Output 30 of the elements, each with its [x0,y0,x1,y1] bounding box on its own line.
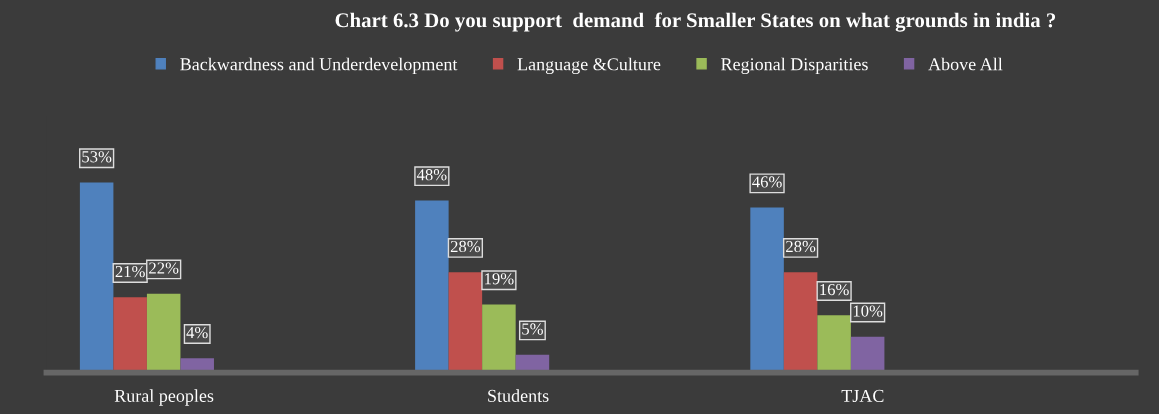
data-label: 48% [416,169,447,181]
x-tick-label: Rural peoples [114,389,214,406]
legend-label: Regional Disparities [721,57,868,75]
data-label: 46% [752,176,782,188]
bar [850,336,885,373]
data-label: 5% [522,323,543,335]
bar [415,200,449,373]
bar [79,182,114,373]
data-label: 16% [820,283,849,296]
data-label: 28% [450,240,481,253]
data-label: 4% [186,326,208,339]
x-tick-label: TJAC [841,389,884,402]
legend-label: Backwardness and Underdevelopment [180,57,458,75]
data-label: 10% [853,305,883,317]
bar [482,304,516,373]
bar [750,207,784,373]
bar [783,272,818,373]
data-label: 22% [149,262,179,274]
data-label: 21% [115,265,145,278]
bar [448,272,483,373]
bar [146,293,181,373]
bar [113,297,147,373]
data-label: 19% [485,273,514,285]
x-tick-label: Students [488,389,549,402]
data-label: 28% [786,240,816,253]
legend-label: Language &Culture [517,57,661,75]
chart-title: Chart 6.3 Do you support demand for Smaller States on what grounds in india ? [335,12,1056,32]
legend-label: Above All [928,57,1003,71]
data-label: 53% [82,151,112,163]
bar [817,315,851,373]
